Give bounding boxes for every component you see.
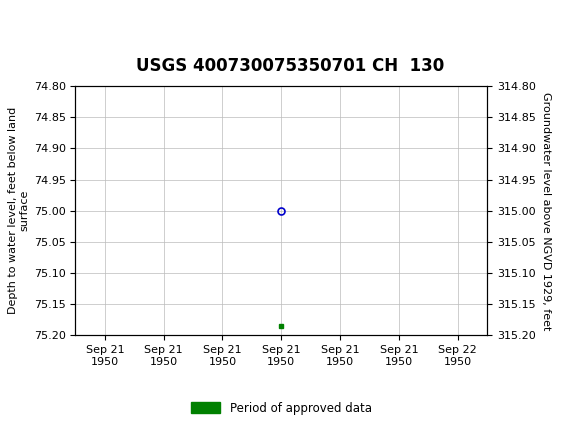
Legend: Period of approved data: Period of approved data bbox=[186, 397, 376, 419]
Text: USGS: USGS bbox=[35, 10, 90, 28]
Text: ≡: ≡ bbox=[9, 10, 25, 29]
Y-axis label: Depth to water level, feet below land
surface: Depth to water level, feet below land su… bbox=[8, 107, 30, 314]
Text: USGS 400730075350701 CH  130: USGS 400730075350701 CH 130 bbox=[136, 57, 444, 75]
Y-axis label: Groundwater level above NGVD 1929, feet: Groundwater level above NGVD 1929, feet bbox=[541, 92, 552, 330]
